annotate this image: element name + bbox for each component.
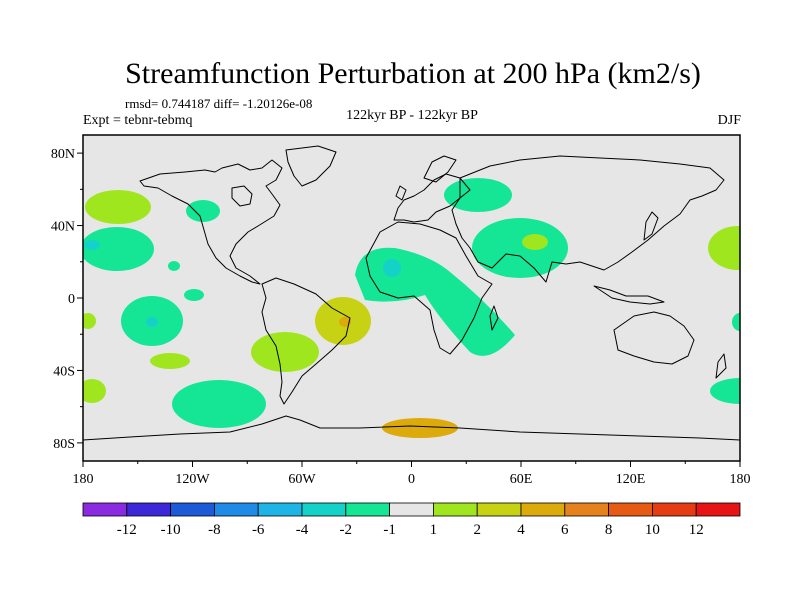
x-tick-label: 120W: [175, 472, 210, 487]
anomaly-patch: [85, 190, 151, 224]
anomaly-patch: [472, 218, 568, 278]
colorbar-swatch: [695, 502, 741, 517]
colorbar-label: 1: [430, 522, 438, 538]
coast-antarctica: [83, 415, 740, 441]
chart-title: Streamfunction Perturbation at 200 hPa (…: [125, 57, 701, 90]
anomaly-patch: [186, 200, 220, 222]
anomaly-patch: [251, 332, 319, 372]
colorbar-label: -10: [161, 522, 181, 538]
colorbar-swatch: [520, 502, 566, 517]
anomaly-patch: [172, 380, 266, 428]
x-tick-label: 60W: [288, 472, 316, 487]
colorbar-swatch: [126, 502, 172, 517]
coast-madagascar: [489, 305, 499, 331]
colorbar-label: -2: [340, 522, 353, 538]
anomaly-patch: [382, 418, 458, 438]
y-axis: 80N 40N 0 40S 80S: [51, 147, 83, 452]
colorbar-swatch: [476, 502, 522, 517]
y-tick-label: 40S: [53, 364, 75, 379]
y-tick-label: 0: [68, 292, 75, 307]
coast-hudson-bay: [231, 185, 253, 207]
coast-australia: [613, 311, 695, 365]
colorbar-swatch: [257, 502, 303, 517]
anomaly-patch: [83, 379, 106, 403]
anomaly-patch: [84, 240, 100, 250]
y-tick-label: 80S: [53, 437, 75, 452]
colorbar-label: 12: [689, 522, 704, 538]
anomaly-layer: [83, 178, 740, 438]
colorbar-label: -6: [252, 522, 265, 538]
map-panel: [82, 134, 741, 462]
y-tick-label: 80N: [51, 147, 75, 162]
colorbar-label: -12: [117, 522, 137, 538]
x-tick-label: 120E: [616, 472, 646, 487]
stats-text: rmsd= 0.744187 diff= -1.20126e-08: [125, 96, 312, 111]
colorbar-swatch: [82, 502, 128, 517]
coast-africa: [365, 221, 493, 355]
colorbar-label: 10: [645, 522, 660, 538]
coast-scandinavia: [423, 155, 457, 183]
anomaly-patch: [339, 317, 351, 327]
coast-japan: [643, 211, 659, 241]
colorbar-swatch: [389, 502, 434, 517]
coast-greenland: [285, 145, 337, 187]
colorbar-label: 6: [561, 522, 569, 538]
x-tick-label: 0: [408, 472, 415, 487]
colorbar-swatch: [432, 502, 478, 517]
coast-maritime-se-asia: [593, 285, 665, 305]
season-label: DJF: [718, 113, 742, 128]
anomaly-patch: [732, 313, 740, 331]
colorbar-swatch: [608, 502, 653, 517]
x-tick-label: 60E: [510, 472, 533, 487]
colorbar-swatch: [564, 502, 609, 517]
anomaly-patch: [83, 227, 154, 271]
anomaly-patch: [150, 353, 190, 369]
colorbar-swatch: [301, 502, 347, 517]
colorbar-swatch: [652, 502, 697, 517]
anomaly-patch: [444, 178, 512, 212]
colorbar-label: 8: [605, 522, 613, 538]
colorbar-label: -4: [296, 522, 309, 538]
anomaly-patch: [168, 261, 180, 271]
colorbar-label: -8: [208, 522, 221, 538]
colorbar-swatch: [213, 502, 259, 517]
anomaly-patch: [708, 226, 740, 270]
chart-subtitle: 122kyr BP - 122kyr BP: [346, 108, 478, 123]
colorbar-label: 4: [517, 522, 525, 538]
coast-south-america: [261, 277, 351, 405]
anomaly-patch: [146, 317, 158, 327]
coast-europe: [393, 173, 471, 223]
coast-new-zealand: [715, 353, 727, 379]
colorbar-swatch: [345, 502, 390, 517]
coastlines: [83, 145, 740, 441]
anomaly-patch: [522, 234, 548, 250]
anomaly-patch: [184, 289, 204, 301]
colorbar-swatch: [170, 502, 215, 517]
colorbar: -12 -10 -8 -6 -4 -2 -1 1 2 4 6 8 10 12: [82, 502, 741, 538]
coast-north-america: [139, 159, 283, 285]
colorbar-label: 2: [473, 522, 481, 538]
coast-british-isles: [395, 185, 407, 201]
x-tick-label: 180: [73, 472, 94, 487]
y-tick-label: 40N: [51, 220, 75, 235]
experiment-label: Expt = tebnr-tebmq: [83, 113, 192, 128]
x-axis: 180 120W 60W 0 60E 120E 180: [73, 461, 751, 487]
coast-asia: [451, 155, 725, 283]
anomaly-patch: [83, 313, 96, 329]
anomaly-patch: [710, 378, 740, 404]
x-tick-label: 180: [730, 472, 751, 487]
anomaly-patch: [383, 259, 401, 277]
colorbar-label: -1: [383, 522, 396, 538]
